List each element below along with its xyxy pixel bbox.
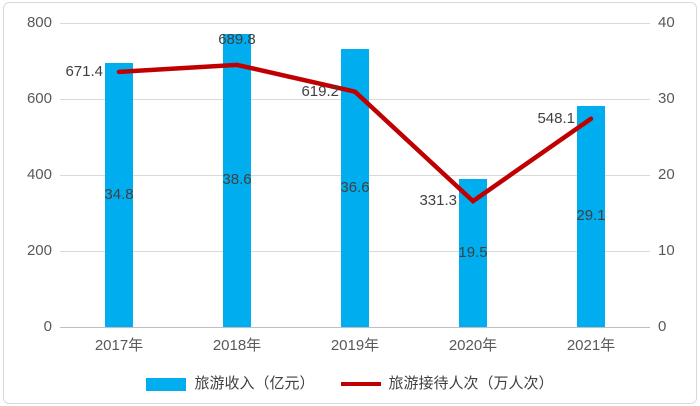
left-axis-tick-400: 400 [26,166,52,183]
right-axis-tick-40: 40 [658,14,675,31]
left-axis-tick-0: 0 [43,318,52,335]
legend-item-1: 旅游接待人次（万人次） [340,375,554,393]
bar-value-label-2020年: 19.5 [458,243,488,261]
line-path [116,62,594,204]
legend-label-0: 旅游收入（亿元） [194,375,315,392]
x-axis-label-2020年: 2020年 [448,337,498,354]
gridline-800 [60,22,650,24]
bar-value-label-2017年: 34.8 [104,185,134,203]
x-axis-label-2017年: 2017年 [94,337,144,354]
line-value-label-2017年: 671.4 [65,62,103,80]
line-swatch-icon [340,382,381,386]
line-value-label-2020年: 331.3 [419,192,457,210]
bar-2017年 [105,62,133,327]
line-value-label-2021年: 548.1 [537,109,575,127]
gridline-0 [60,326,650,328]
x-axis-label-2021年: 2021年 [566,337,616,354]
left-axis-tick-600: 600 [26,90,52,107]
bar-2019年 [341,48,369,327]
left-axis-tick-200: 200 [26,242,52,259]
line-value-label-2018年: 689.8 [218,30,256,48]
line-value-label-2019年: 619.2 [301,82,339,100]
bar-swatch-icon [146,377,187,391]
right-axis-tick-30: 30 [658,90,675,107]
right-axis-tick-20: 20 [658,166,675,183]
bar-value-label-2019年: 36.6 [340,178,370,196]
legend-label-1: 旅游接待人次（万人次） [388,375,554,392]
bar-2018年 [223,33,251,327]
x-axis-label-2018年: 2018年 [212,337,262,354]
plot-area: 34.8 38.6 36.6 19.5 29.1 671.4 689.8 619.2 331.3… [60,22,650,328]
legend-item-0: 旅游收入（亿元） [146,375,315,393]
bar-2021年 [577,105,605,327]
line-series [116,62,594,204]
left-axis-tick-800: 800 [26,14,52,31]
right-axis-tick-10: 10 [658,242,675,259]
bar-value-label-2021年: 29.1 [576,207,606,225]
legend: 旅游收入（亿元） 旅游接待人次（万人次） [0,374,700,394]
right-axis-tick-0: 0 [658,318,667,335]
bar-value-label-2018年: 38.6 [222,171,252,189]
x-axis-label-2019年: 2019年 [330,337,380,354]
